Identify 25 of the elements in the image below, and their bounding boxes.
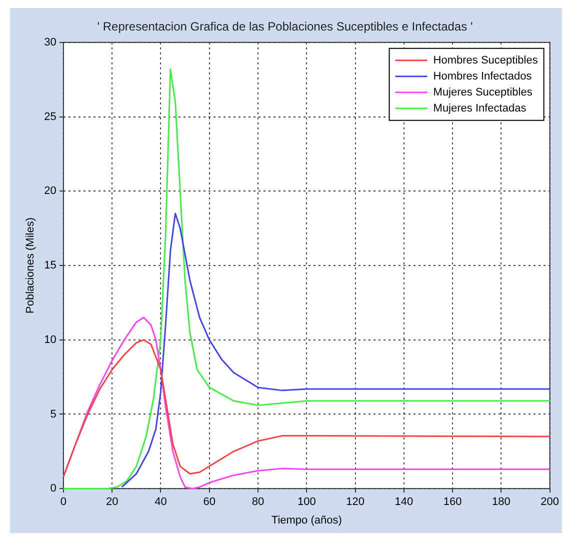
legend-label: Hombres Infectados (433, 70, 532, 82)
x-tick-label: 100 (297, 496, 316, 508)
y-tick-label: 10 (44, 334, 56, 346)
x-axis-title: Tiempo (años) (271, 514, 342, 526)
legend-label: Mujeres Suceptibles (433, 86, 533, 98)
y-axis-title: Poblaciones (Miles) (24, 218, 37, 314)
y-tick-label: 5 (50, 408, 56, 420)
y-tick-label: 30 (44, 36, 56, 48)
x-tick-label: 20 (106, 496, 118, 508)
x-tick-label: 160 (443, 496, 462, 508)
x-tick-label: 120 (346, 496, 364, 508)
legend-label: Hombres Suceptibles (433, 54, 538, 66)
x-tick-label: 0 (60, 496, 66, 508)
y-tick-label: 25 (44, 110, 56, 123)
chart-title: ' Representacion Grafica de las Poblaciones Suceptibles e Infectadas ' (97, 20, 473, 34)
x-tick-label: 180 (492, 496, 510, 508)
legend-label: Mujeres Infectadas (433, 102, 527, 114)
x-tick-label: 60 (203, 496, 216, 508)
y-tick-label: 15 (44, 260, 56, 272)
x-tick-label: 80 (252, 496, 264, 508)
x-tick-label: 40 (154, 496, 167, 508)
y-tick-label: 20 (44, 185, 56, 198)
x-tick-label: 200 (540, 496, 560, 508)
y-tick-label: 0 (50, 482, 56, 495)
x-tick-label: 140 (394, 496, 414, 508)
